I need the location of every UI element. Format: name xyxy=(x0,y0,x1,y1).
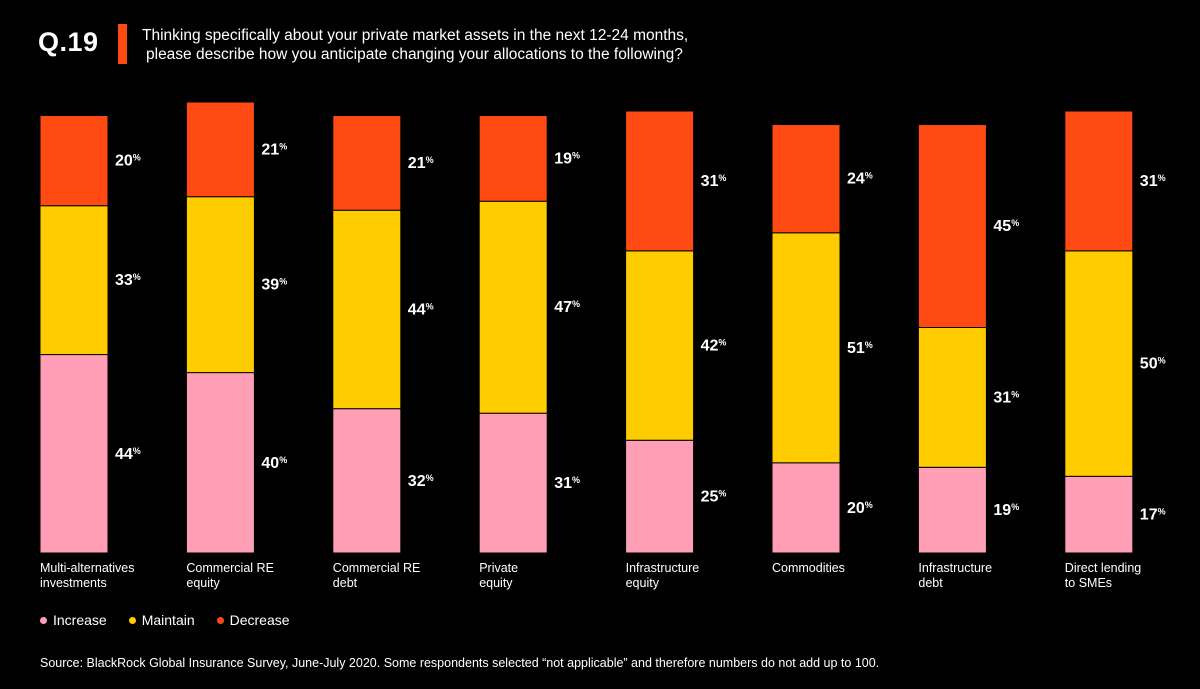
legend-item-decrease: Decrease xyxy=(216,612,290,628)
question-text-line-2: please describe how you anticipate chang… xyxy=(146,46,683,63)
data-label-increase-5: 20% xyxy=(847,500,873,517)
bar-segment-maintain-3 xyxy=(478,200,548,414)
bar-segment-decrease-2 xyxy=(332,115,402,211)
category-label-0: Multi-alternatives investments xyxy=(40,561,134,590)
bar-segment-maintain-1 xyxy=(185,196,255,374)
bar-segment-maintain-4 xyxy=(625,250,695,441)
data-label-decrease-6: 45% xyxy=(993,218,1019,235)
legend-swatch-decrease xyxy=(216,616,224,624)
bar-segment-increase-4 xyxy=(625,439,695,554)
bar-segment-decrease-6 xyxy=(917,124,987,328)
legend-swatch-increase xyxy=(40,616,47,624)
data-label-decrease-4: 31% xyxy=(701,173,727,190)
bar-segment-increase-5 xyxy=(771,462,841,554)
legend-label-decrease: Decrease xyxy=(229,612,290,628)
data-label-decrease-3: 19% xyxy=(554,150,580,167)
data-label-increase-2: 32% xyxy=(408,473,434,490)
data-label-maintain-0: 33% xyxy=(115,272,141,289)
category-label-4: Infrastructure equity xyxy=(626,561,700,590)
bar-segment-increase-6 xyxy=(917,466,987,554)
data-label-increase-3: 31% xyxy=(554,475,580,492)
data-label-increase-1: 40% xyxy=(261,455,287,472)
data-label-maintain-1: 39% xyxy=(261,277,287,294)
data-label-maintain-2: 44% xyxy=(408,301,434,318)
stacked-bar-chart: 44% 33% 20% Multi-alternatives investments 40… xyxy=(39,101,1166,590)
category-label-7: Direct lending to SMEs xyxy=(1065,561,1141,590)
bar-segment-decrease-0 xyxy=(39,115,109,207)
category-label-3: Private equity xyxy=(479,561,518,590)
bar-segment-increase-7 xyxy=(1064,475,1134,554)
data-label-maintain-4: 42% xyxy=(701,338,727,355)
data-label-decrease-7: 31% xyxy=(1140,173,1166,190)
bar-segment-increase-3 xyxy=(478,412,548,554)
data-label-decrease-1: 21% xyxy=(261,141,287,158)
category-label-5: Commodities xyxy=(772,561,845,575)
category-label-6: Infrastructure debt xyxy=(918,561,992,590)
category-label-1: Commercial RE equity xyxy=(186,561,274,590)
bar-segment-increase-2 xyxy=(332,408,402,554)
bar-segment-maintain-5 xyxy=(771,232,841,464)
legend-label-maintain: Maintain xyxy=(141,612,195,628)
bar-segment-decrease-1 xyxy=(185,101,255,198)
data-label-maintain-6: 31% xyxy=(993,389,1019,406)
question-text-line-1: Thinking specifically about your private… xyxy=(142,27,689,44)
bar-segment-maintain-7 xyxy=(1064,250,1134,477)
bar-segment-decrease-4 xyxy=(625,110,695,252)
legend-swatch-maintain xyxy=(128,616,136,624)
bar-segment-maintain-2 xyxy=(332,209,402,410)
legend-item-maintain: Maintain xyxy=(128,612,195,628)
data-label-increase-7: 17% xyxy=(1140,507,1166,524)
legend-label-increase: Increase xyxy=(53,612,107,628)
bar-segment-increase-1 xyxy=(185,372,255,554)
question-accent-bar xyxy=(118,24,127,64)
bar-segment-maintain-0 xyxy=(39,205,109,356)
question-text: Thinking specifically about your private… xyxy=(142,26,782,64)
data-label-increase-6: 19% xyxy=(993,502,1019,519)
bar-segment-decrease-5 xyxy=(771,124,841,234)
data-label-maintain-3: 47% xyxy=(554,299,580,316)
category-label-2: Commercial RE debt xyxy=(333,561,421,590)
data-label-maintain-7: 50% xyxy=(1140,356,1166,373)
question-number: Q.19 xyxy=(38,27,99,57)
bar-segment-decrease-7 xyxy=(1064,110,1134,252)
data-label-decrease-0: 20% xyxy=(115,153,141,170)
bar-segment-maintain-6 xyxy=(917,327,987,468)
source-note: Source: BlackRock Global Insurance Surve… xyxy=(40,656,880,670)
bar-segment-increase-0 xyxy=(39,354,109,554)
data-label-increase-0: 44% xyxy=(115,446,141,463)
chart-legend: Increase Maintain Decrease xyxy=(40,612,290,628)
legend-item-increase: Increase xyxy=(40,612,107,628)
data-label-maintain-5: 51% xyxy=(847,340,873,357)
data-label-decrease-2: 21% xyxy=(408,155,434,172)
bar-segment-decrease-3 xyxy=(478,115,548,202)
data-label-increase-4: 25% xyxy=(701,489,727,506)
data-label-decrease-5: 24% xyxy=(847,171,873,188)
